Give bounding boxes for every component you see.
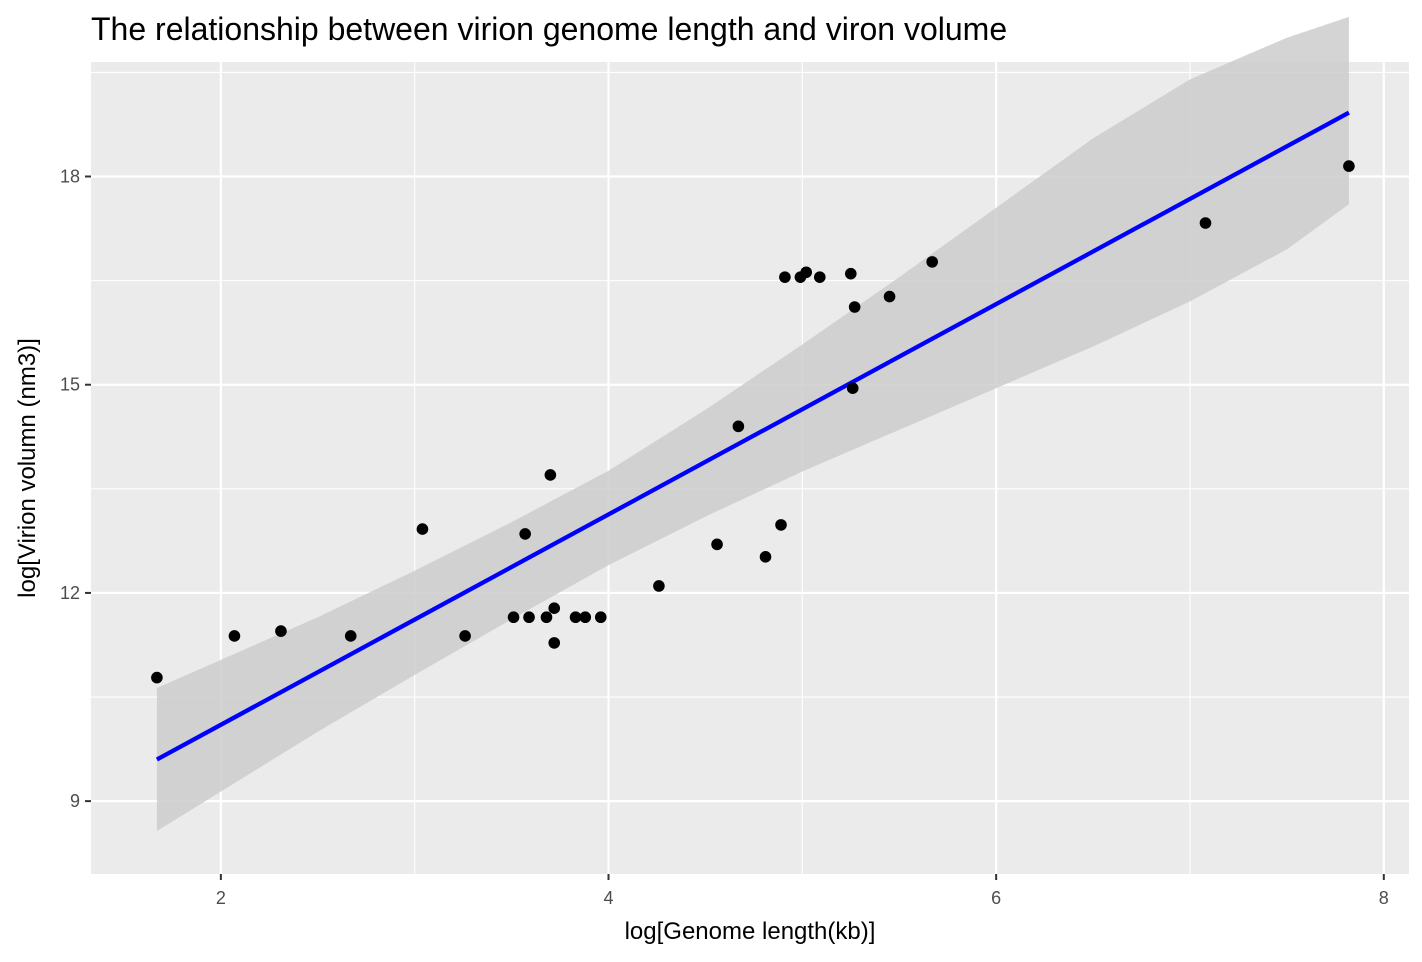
data-point bbox=[775, 519, 787, 531]
y-tick-label: 12 bbox=[60, 583, 80, 603]
data-point bbox=[1199, 217, 1212, 229]
data-point bbox=[594, 611, 607, 624]
data-point bbox=[844, 267, 857, 280]
x-axis-ticks: 2 4 6 8 bbox=[216, 874, 1389, 908]
data-point bbox=[579, 611, 592, 624]
data-point bbox=[813, 271, 826, 283]
data-point bbox=[569, 611, 582, 624]
data-point bbox=[759, 551, 772, 563]
data-point bbox=[544, 469, 557, 481]
data-point bbox=[732, 420, 745, 433]
data-point bbox=[779, 271, 791, 283]
regression-line bbox=[155, 110, 1350, 762]
data-point bbox=[926, 256, 938, 268]
data-point bbox=[548, 637, 561, 649]
confidence-band bbox=[156, 16, 1349, 831]
x-tick-label: 6 bbox=[991, 888, 1001, 908]
y-tick-label: 9 bbox=[70, 791, 80, 811]
x-tick-label: 8 bbox=[1379, 888, 1389, 908]
data-point bbox=[540, 611, 553, 624]
data-point bbox=[848, 301, 861, 313]
data-point bbox=[151, 671, 163, 684]
fit-line-layer bbox=[155, 110, 1350, 762]
x-tick-label: 4 bbox=[604, 888, 614, 908]
data-point bbox=[507, 611, 520, 624]
data-point bbox=[711, 538, 723, 551]
confidence-band-layer bbox=[156, 16, 1349, 831]
data-point bbox=[548, 602, 561, 614]
data-point bbox=[523, 611, 535, 624]
x-tick-label: 2 bbox=[216, 888, 226, 908]
data-point bbox=[459, 630, 471, 642]
data-point bbox=[416, 523, 429, 535]
data-point bbox=[344, 630, 357, 642]
data-point bbox=[1343, 160, 1355, 172]
data-point bbox=[883, 290, 896, 303]
data-point bbox=[275, 625, 287, 637]
data-point bbox=[800, 266, 813, 279]
x-axis-title: log[Genome length(kb)] bbox=[625, 918, 876, 945]
y-tick-label: 18 bbox=[60, 167, 80, 187]
data-point bbox=[519, 528, 531, 540]
points-layer bbox=[151, 160, 1355, 684]
data-point bbox=[846, 382, 859, 394]
data-point bbox=[228, 630, 241, 642]
y-axis-title: log[Virion volumn (nm3)] bbox=[14, 338, 41, 598]
data-point bbox=[653, 580, 665, 592]
chart-title: The relationship between virion genome l… bbox=[91, 11, 1007, 47]
y-axis-ticks: 9 12 15 18 bbox=[60, 167, 91, 811]
y-tick-label: 15 bbox=[60, 375, 80, 395]
